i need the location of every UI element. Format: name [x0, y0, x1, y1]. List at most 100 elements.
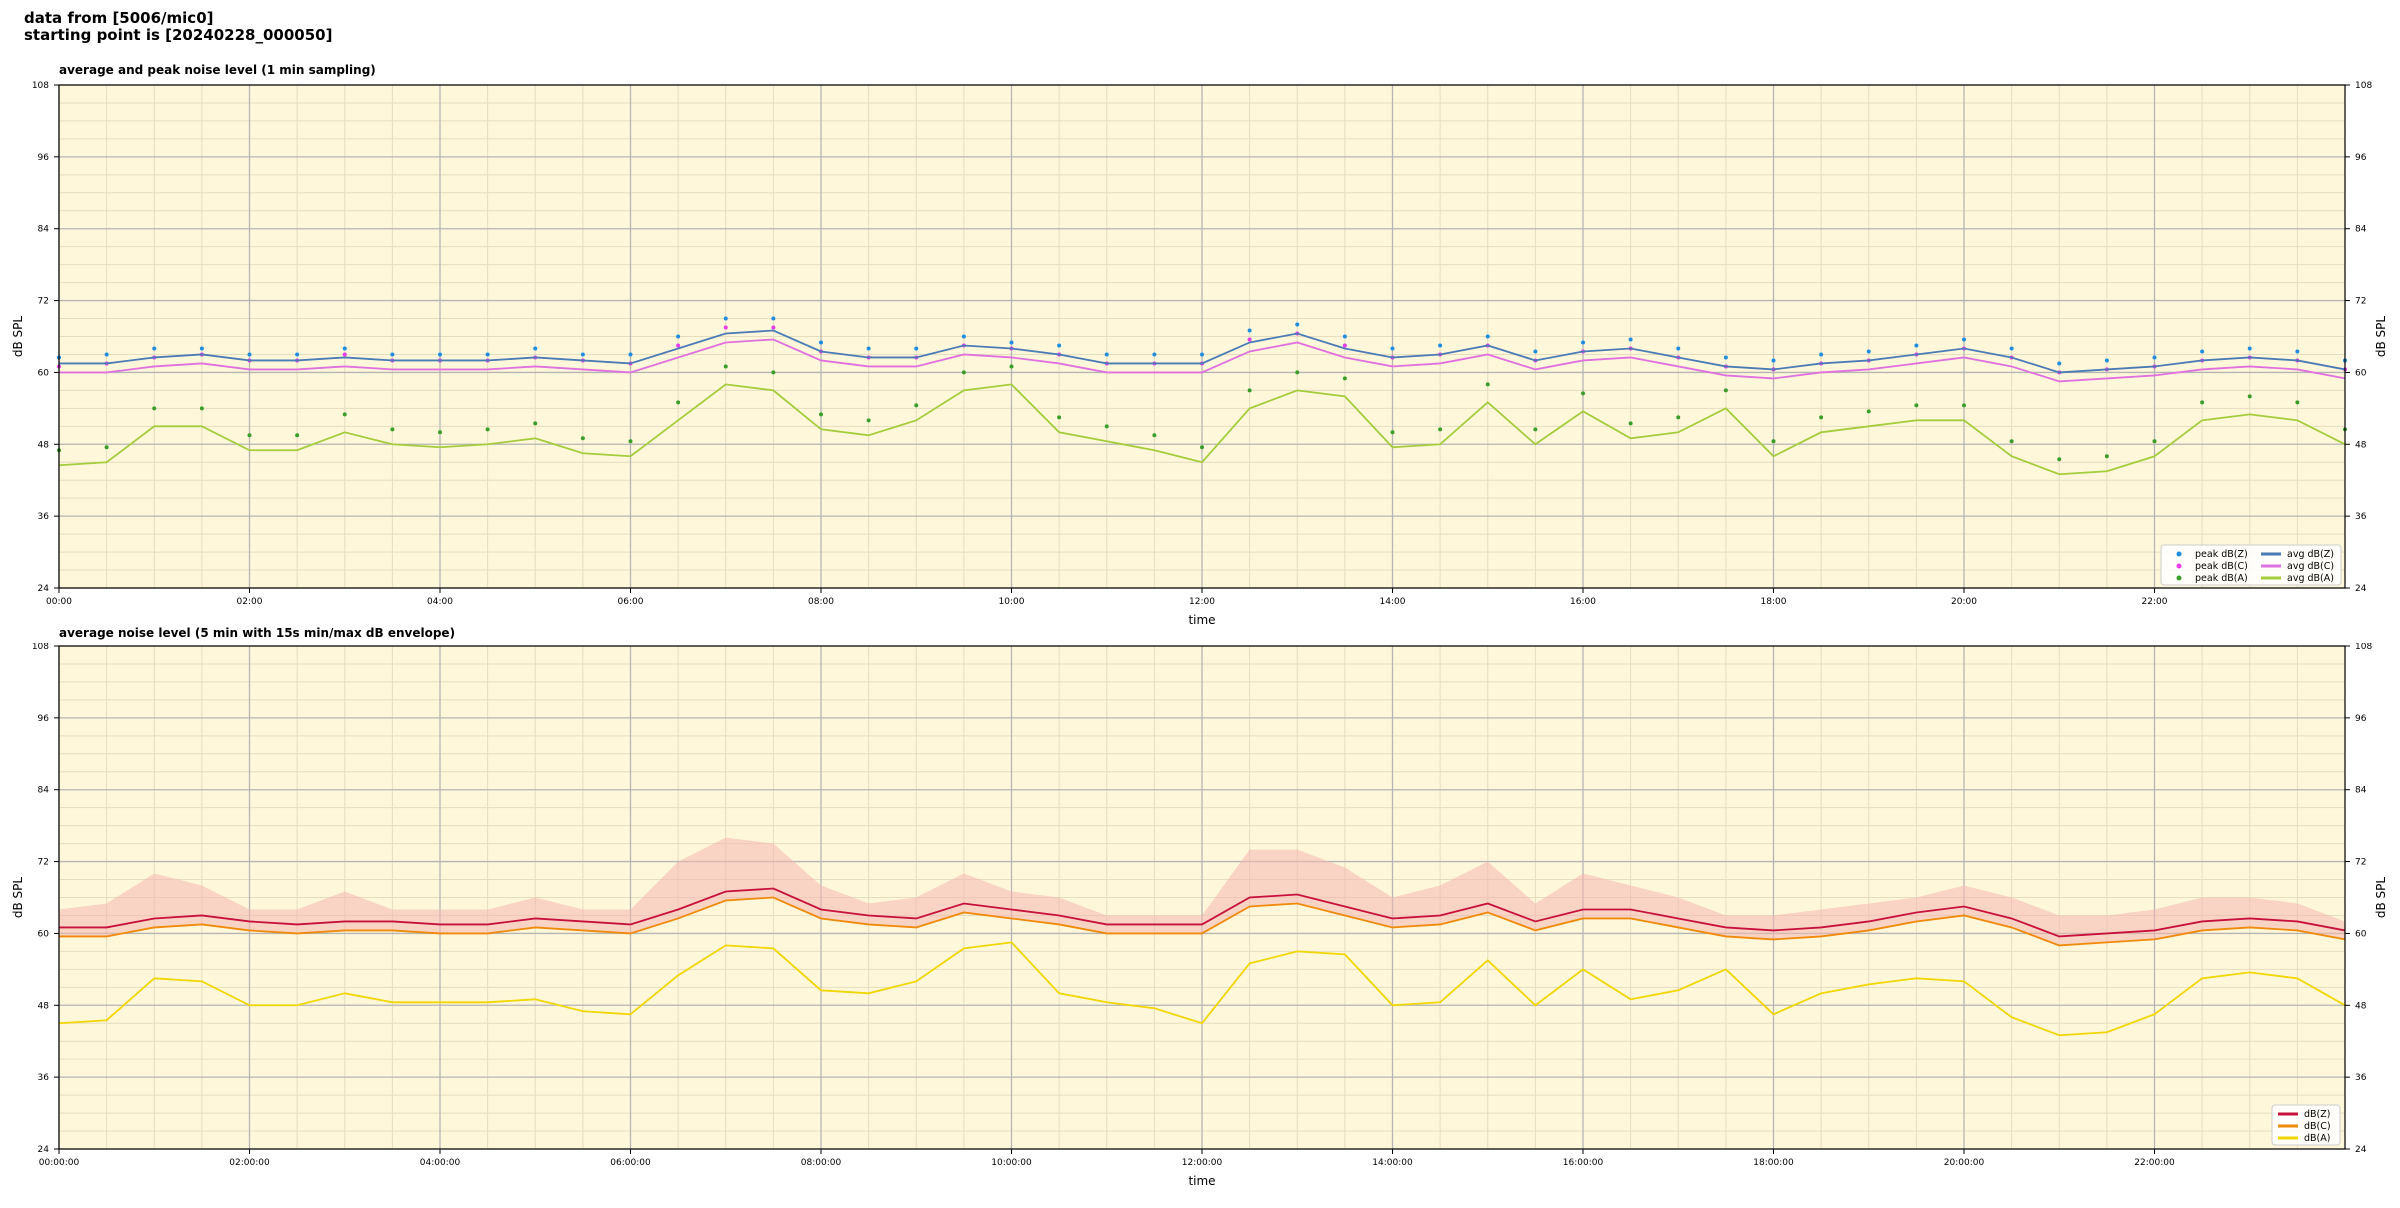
legend-label: peak dB(Z): [2195, 549, 2248, 560]
y-tick-label: 84: [38, 786, 50, 796]
data-point: [1628, 421, 1633, 426]
data-point: [1581, 391, 1585, 396]
y-tick-label: 48: [38, 1001, 50, 1011]
data-point: [104, 352, 109, 357]
data-point: [914, 403, 919, 408]
y-tick-label-right: 108: [2355, 81, 2372, 91]
data-point: [1676, 346, 1681, 351]
data-point: [1962, 403, 1966, 408]
starting-point-text: starting point is [20240228_000050]: [24, 26, 333, 44]
data-point: [1295, 322, 1300, 327]
x-tick-label: 02:00: [237, 597, 263, 607]
x-tick-label: 22:00: [2142, 597, 2168, 607]
y-tick-label: 72: [38, 858, 49, 868]
data-point: [295, 352, 300, 357]
data-point: [342, 412, 347, 417]
data-point: [199, 346, 204, 351]
x-tick-label: 06:00:00: [610, 1158, 651, 1168]
y-tick-label: 36: [38, 512, 50, 522]
data-point: [1819, 352, 1824, 357]
x-tick-label: 14:00: [1380, 597, 1406, 607]
data-point: [485, 352, 490, 357]
x-tick-label: 16:00: [1570, 597, 1596, 607]
data-point: [866, 346, 871, 351]
data-point: [1200, 352, 1204, 357]
data-point: [1771, 358, 1776, 363]
legend-label: avg dB(A): [2287, 573, 2334, 584]
y-tick-label: 60: [38, 368, 50, 378]
y-tick-label: 48: [38, 440, 50, 450]
data-point: [676, 334, 681, 339]
y-tick-label-right: 96: [2355, 714, 2367, 724]
y-tick-label-right: 72: [2355, 858, 2366, 868]
top-chart-title: average and peak noise level (1 min samp…: [59, 63, 376, 77]
legend-label: avg dB(C): [2287, 561, 2334, 572]
x-tick-label: 10:00: [999, 597, 1025, 607]
series-line: [59, 887, 2346, 938]
plot-frame: [58, 645, 2346, 1150]
data-point: [2009, 439, 2014, 444]
data-point: [2295, 349, 2300, 354]
y-tick-label-right: 48: [2355, 440, 2367, 450]
data-point: [1628, 337, 1633, 342]
data-point: [914, 346, 919, 351]
data-point: [438, 430, 442, 435]
data-point: [961, 370, 966, 375]
x-tick-label: 00:00: [46, 597, 72, 607]
data-point: [1676, 415, 1681, 420]
data-point: [2247, 346, 2252, 351]
x-tick-label: 12:00:00: [1182, 1158, 1223, 1168]
data-point: [1152, 433, 1157, 438]
x-tick-label: 06:00: [618, 597, 644, 607]
data-point: [1771, 439, 1776, 444]
data-point: [1390, 346, 1395, 351]
x-axis-label: time: [1188, 1174, 1215, 1188]
data-point: [152, 406, 157, 411]
report-header: data from [5006/mic0] starting point is …: [24, 10, 332, 44]
top-chart: 00:00 02:00 04:00 06:00 08:00 10:00 12:00 14:00…: [11, 81, 2388, 627]
data-point: [723, 364, 728, 369]
series-line: [58, 383, 2346, 476]
data-point: [152, 346, 157, 351]
bottom-chart: 00:00:00 02:00:00 04:00:00 06:00:00 08:00:00…: [11, 643, 2388, 1188]
data-point: [485, 427, 490, 432]
data-point: [533, 421, 538, 426]
series-line: [58, 941, 2346, 1037]
data-source-text: data from [5006/mic0]: [24, 9, 214, 27]
data-point: [1866, 349, 1871, 354]
data-point: [247, 352, 252, 357]
data-point: [2200, 349, 2205, 354]
x-tick-label: 16:00:00: [1563, 1158, 1604, 1168]
plot-frame: [58, 84, 2346, 589]
x-tick-label: 20:00: [1951, 597, 1977, 607]
data-point: [1057, 343, 1062, 348]
y-tick-label: 60: [38, 929, 50, 939]
data-point: [1104, 352, 1109, 357]
legend-box: [2160, 544, 2342, 586]
data-point: [1914, 343, 1919, 348]
y-tick-label: 108: [32, 81, 49, 91]
x-tick-label: 08:00:00: [801, 1158, 842, 1168]
x-tick-label: 10:00:00: [991, 1158, 1032, 1168]
y-tick-label: 108: [32, 643, 49, 652]
data-point: [1009, 364, 1014, 369]
legend-marker: [2176, 551, 2182, 557]
y-tick-label: 36: [38, 1073, 50, 1083]
data-point: [1581, 340, 1585, 345]
y-tick-label-right: 96: [2355, 153, 2367, 163]
data-point: [1104, 424, 1109, 429]
data-point: [295, 433, 300, 438]
data-point: [2152, 439, 2157, 444]
data-point: [1866, 409, 1871, 414]
y-tick-label-right: 84: [2355, 225, 2367, 235]
data-point: [723, 316, 728, 321]
y-axis-label-right: dB SPL: [2374, 316, 2388, 358]
x-tick-label: 08:00: [808, 597, 834, 607]
y-tick-label-right: 60: [2355, 368, 2367, 378]
y-tick-label: 96: [38, 153, 50, 163]
data-point: [1390, 430, 1395, 435]
bottom-chart-title: average noise level (5 min with 15s min/…: [59, 626, 456, 640]
data-point: [1200, 445, 1204, 450]
data-point: [961, 334, 966, 339]
data-point: [1247, 328, 1252, 333]
